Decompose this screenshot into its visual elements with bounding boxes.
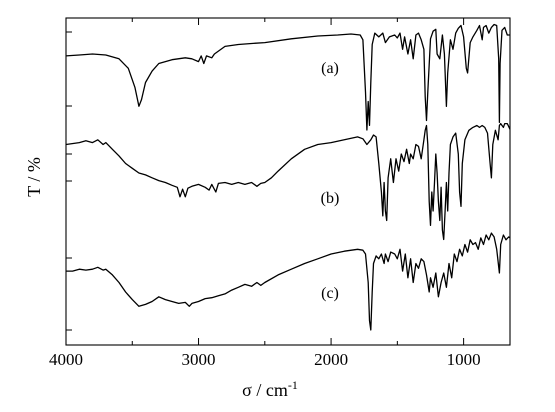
y-axis-ticks (66, 31, 72, 331)
x-tick-label: 1000 (447, 350, 481, 369)
curve-label-c: (c) (321, 285, 339, 302)
plot-frame (65, 17, 511, 346)
spectrum-line-a (65, 23, 510, 131)
x-axis-title-superscript: -1 (288, 378, 298, 392)
x-tick-label: 4000 (49, 350, 83, 369)
y-axis-title: T / % (24, 157, 44, 197)
x-axis-ticks: 4000 3000 2000 1000 (49, 18, 481, 369)
plot-area (65, 17, 511, 346)
x-tick-label: 2000 (314, 350, 348, 369)
spectrum-line-c (66, 232, 511, 331)
x-tick-label: 3000 (182, 350, 216, 369)
spectra-group (65, 23, 511, 331)
curve-label-b: (b) (321, 190, 340, 207)
x-axis-title-main: σ / cm (242, 380, 288, 400)
curve-label-a: (a) (321, 60, 339, 77)
spectrum-line-b (65, 122, 511, 241)
curve-labels: (a) (b) (c) (321, 60, 340, 302)
x-axis-title: σ / cm-1 (242, 378, 298, 400)
